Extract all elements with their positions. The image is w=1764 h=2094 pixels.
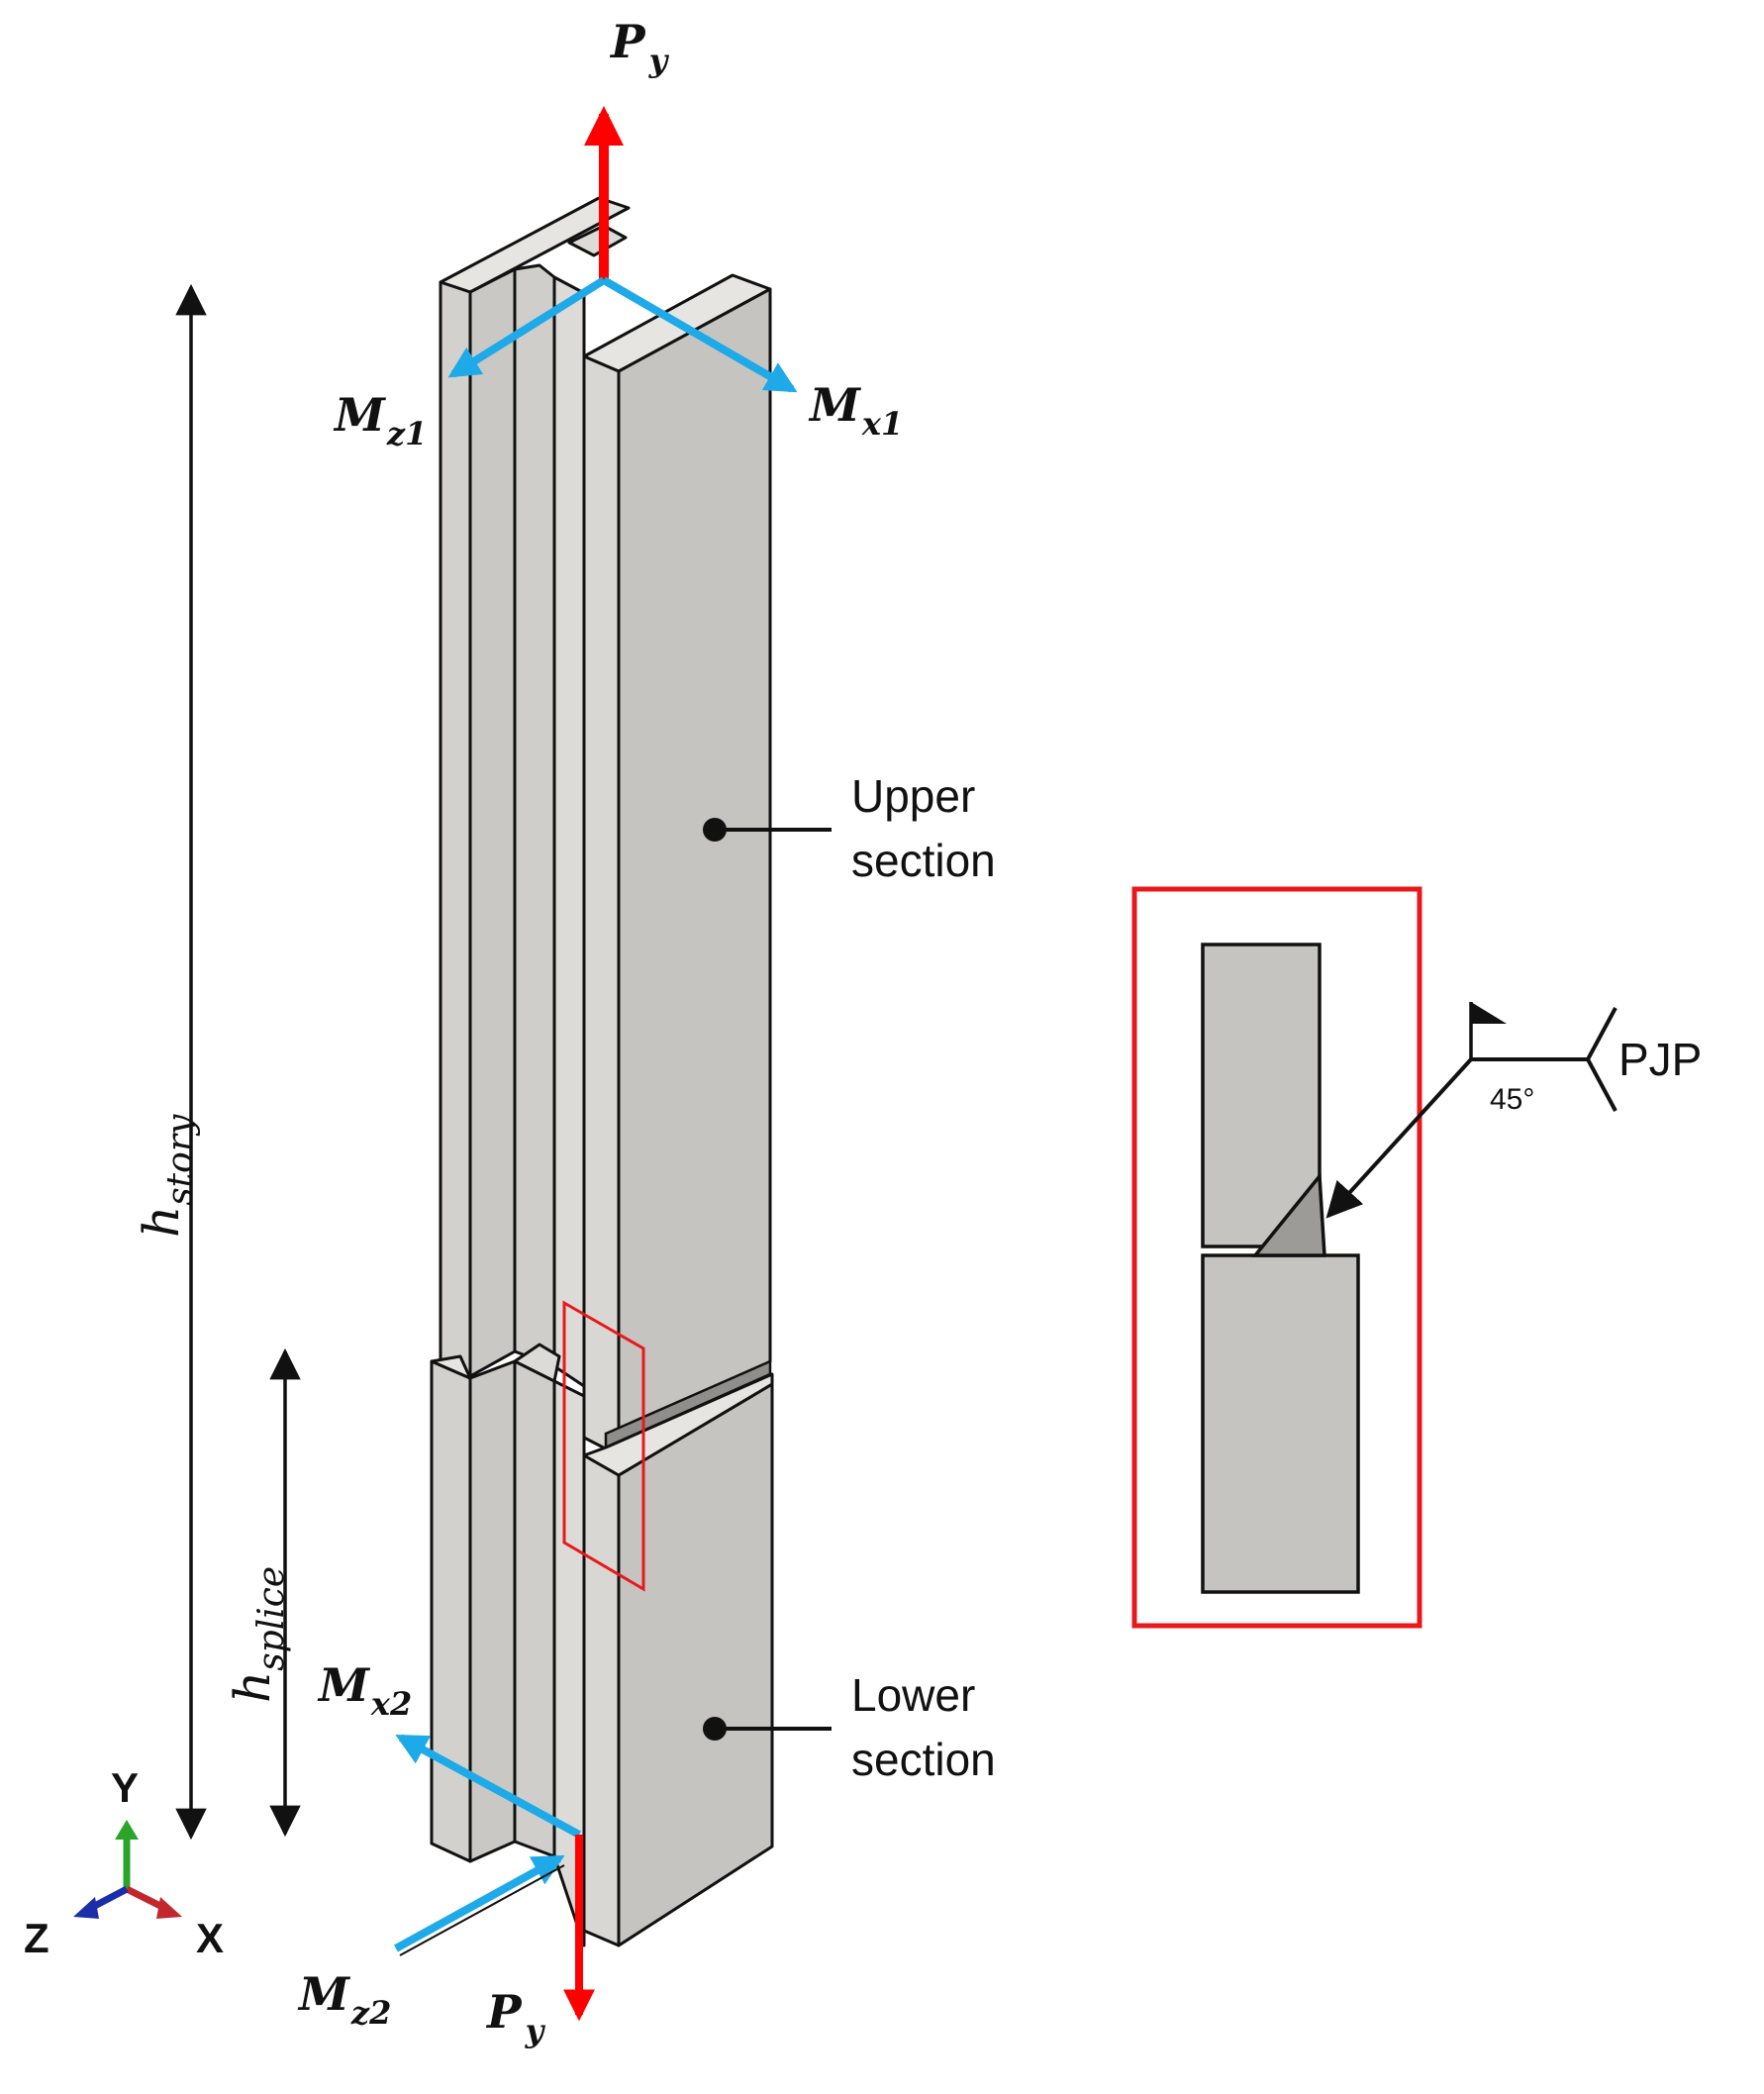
axis-x-arrow-icon: [156, 1897, 182, 1919]
moment-mz2-shadow: [399, 1864, 565, 1956]
upper-plate: [1201, 943, 1322, 1248]
lower-section: [430, 1343, 774, 1947]
weld-tail-icon: [1585, 1007, 1617, 1112]
label-h-splice: hsplice: [224, 1566, 292, 1703]
label-mz2: Mz2: [297, 1967, 391, 2032]
pjp-weld-bead: [1251, 1171, 1326, 1257]
callout-lower-line1: Lower: [851, 1669, 975, 1721]
label-mz1: Mz1: [333, 388, 427, 452]
splice-detail-marker: [562, 1300, 645, 1592]
axis-z-label: Z: [24, 1915, 49, 1961]
axis-x-label: X: [196, 1915, 224, 1961]
callout-upper-line2: section: [851, 835, 996, 886]
callout-upper-line1: Upper: [851, 770, 975, 822]
label-h-story: hstory: [133, 1114, 201, 1238]
moment-mz2-arrow: [394, 1854, 565, 1952]
moment-mx2-arrow: [395, 1734, 581, 1839]
label-mx1: Mx1: [808, 378, 903, 443]
callout-upper-section: Upper section: [703, 770, 996, 886]
lower-plate: [1201, 1253, 1360, 1594]
weld-leader-arrow: [1325, 1057, 1473, 1219]
field-weld-flag-icon: [1471, 1002, 1507, 1024]
weld-type-label: PJP: [1618, 1034, 1702, 1085]
axis-z-arrow-icon: [73, 1897, 99, 1919]
moment-mz1-arrow: [447, 276, 607, 378]
weld-detail-inset: PJP 45°: [1131, 886, 1702, 1629]
upper-section: [439, 196, 772, 1457]
callout-lower-section: Lower section: [703, 1669, 996, 1785]
axis-y-label: Y: [111, 1764, 139, 1811]
moment-mx1-arrow: [601, 276, 798, 393]
label-mx2: Mx2: [317, 1658, 412, 1723]
weld-angle-label: 45°: [1490, 1083, 1534, 1116]
callout-lower-line2: section: [851, 1734, 996, 1785]
coordinate-triad: Y X Z: [24, 1764, 224, 1961]
axis-y-arrow-icon: [115, 1820, 139, 1840]
